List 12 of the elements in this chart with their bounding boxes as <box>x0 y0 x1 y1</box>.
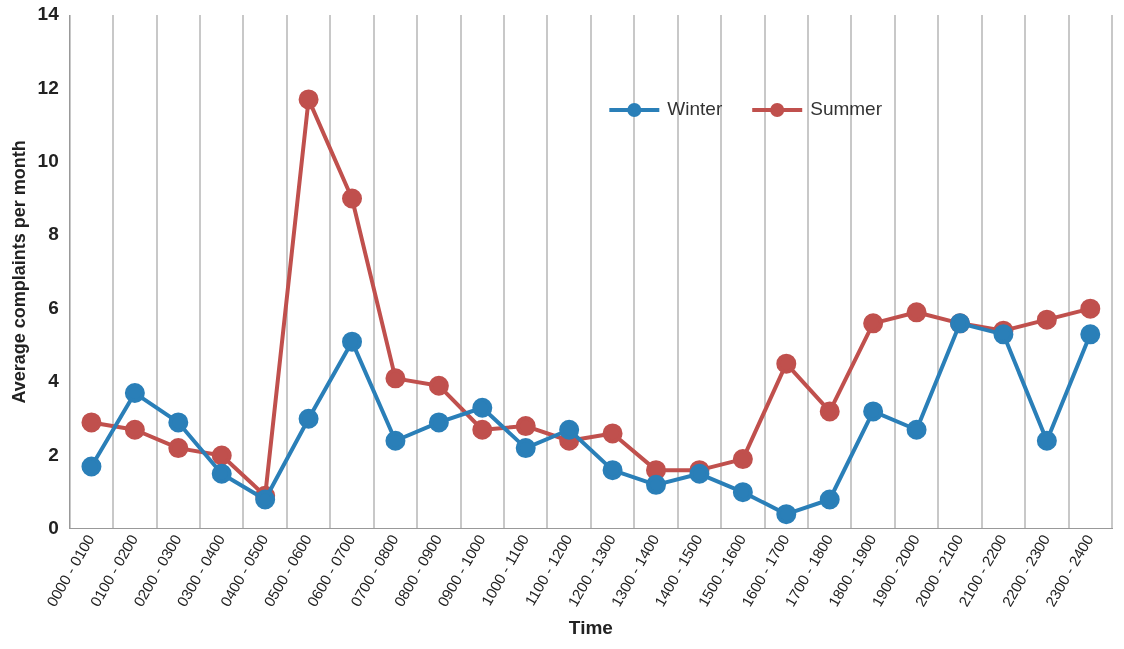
y-tick-label: 14 <box>37 3 60 25</box>
y-tick-label: 10 <box>37 150 59 172</box>
x-axis-title: Time <box>568 616 613 638</box>
y-axis-title: Average complaints per month <box>8 140 29 404</box>
y-tick-label: 6 <box>48 296 59 318</box>
legend-label: Winter <box>667 98 723 120</box>
legend-label: Summer <box>810 98 883 120</box>
y-tick-label: 0 <box>48 517 59 539</box>
y-tick-label: 8 <box>48 223 59 245</box>
y-tick-label: 12 <box>37 76 59 98</box>
y-tick-label: 2 <box>48 443 59 465</box>
y-tick-label: 4 <box>48 370 60 392</box>
